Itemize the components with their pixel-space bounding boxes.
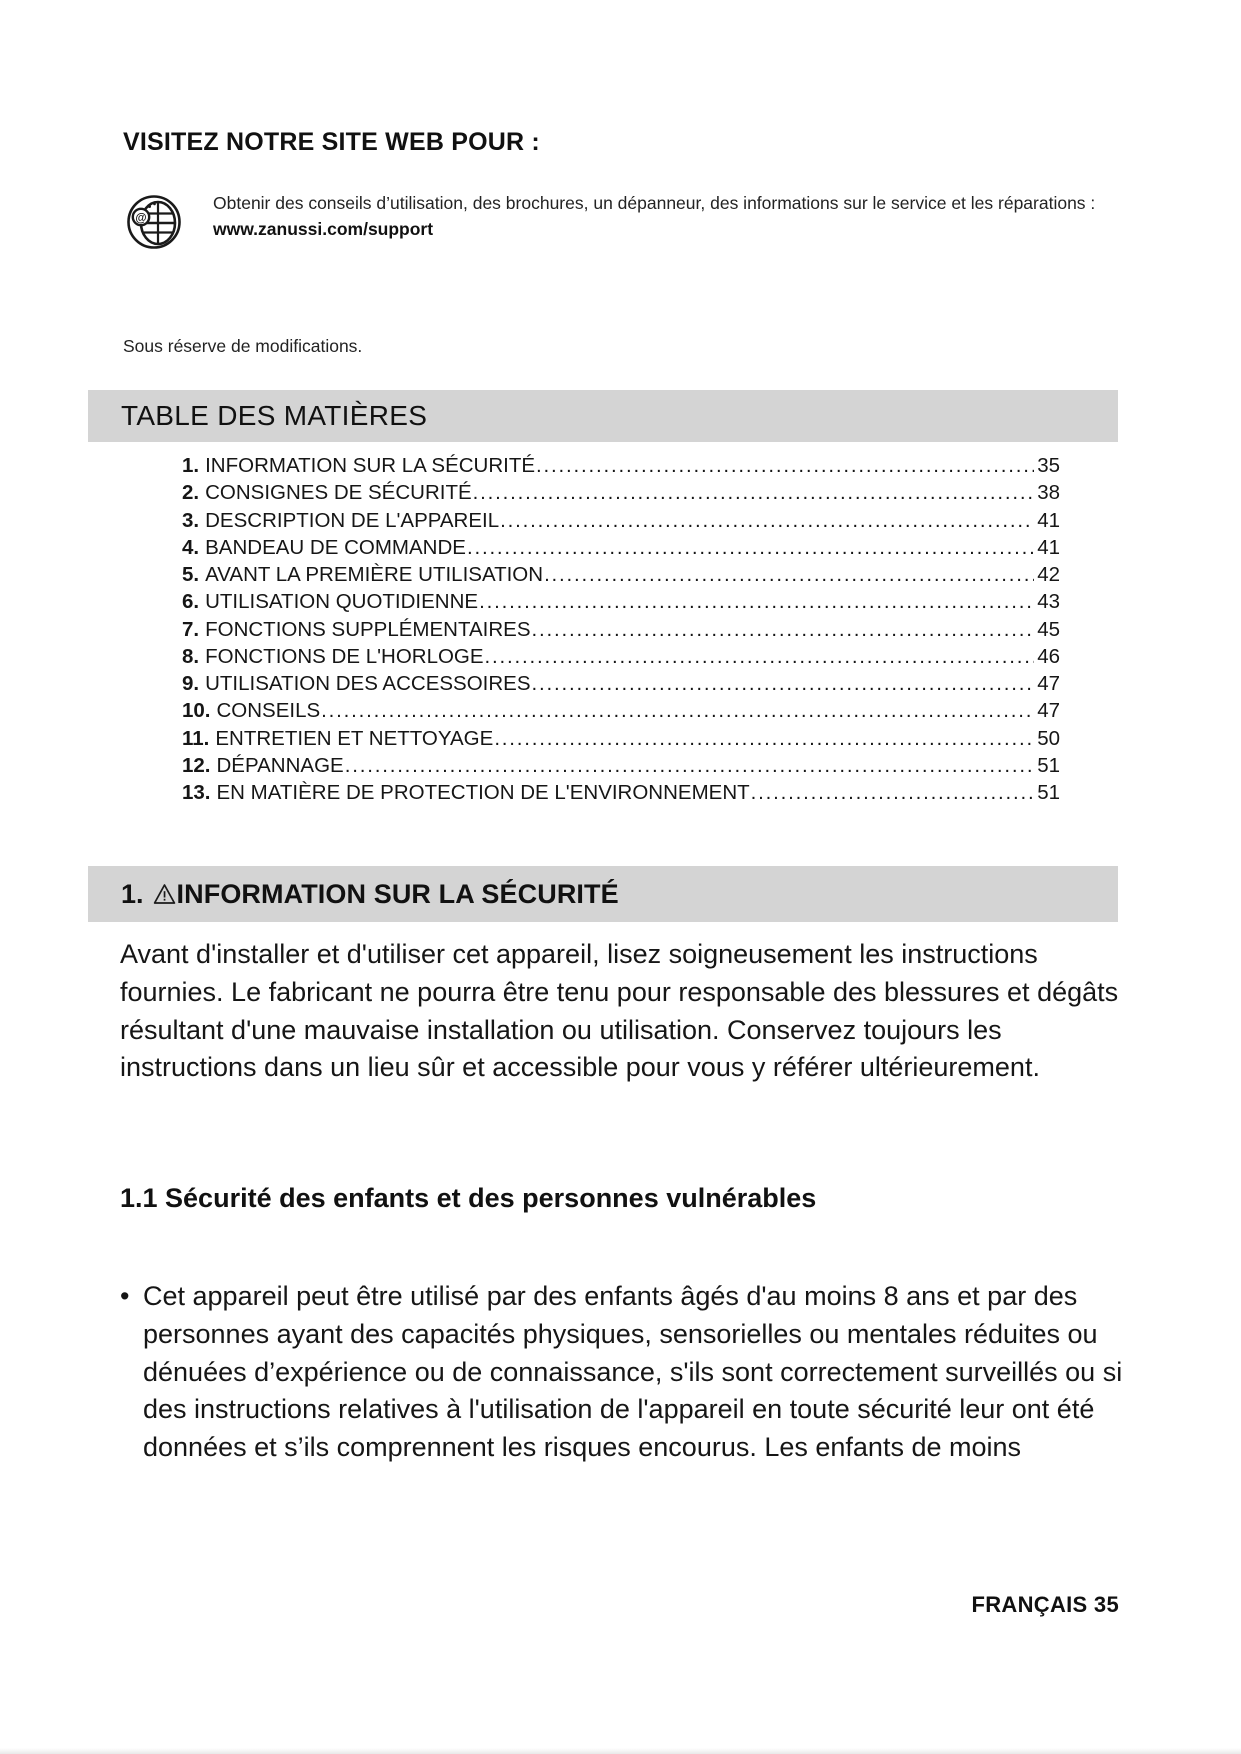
toc-entry[interactable]: 13. EN MATIÈRE DE PROTECTION DE L'ENVIRO… (182, 779, 1060, 806)
warning-triangle-icon (153, 883, 176, 905)
toc-entry-label: DÉPANNAGE (216, 753, 344, 777)
toc-entry-number: 13. (182, 781, 211, 804)
toc-entry-label: INFORMATION SUR LA SÉCURITÉ (205, 454, 536, 477)
toc-entry-page: 47 (1037, 699, 1060, 723)
toc-entry-page: 50 (1037, 726, 1060, 750)
toc-leader-dots: ........................................… (479, 590, 1034, 614)
toc-leader-dots: ........................................… (494, 726, 1035, 750)
promo-text: Obtenir des conseils d’utilisation, des … (213, 189, 1095, 243)
toc-entry-number: 4. (182, 535, 200, 559)
toc-entry-label: DESCRIPTION DE L'APPAREIL (205, 508, 500, 532)
website-promo-block: VISITEZ NOTRE SITE WEB POUR : @ Obtenir (123, 128, 1123, 258)
toc-leader-dots: ........................................… (466, 535, 1034, 559)
toc-heading-label: TABLE DES MATIÈRES (121, 400, 428, 431)
toc-entry[interactable]: 7. FONCTIONS SUPPLÉMENTAIRES ...........… (182, 616, 1060, 643)
toc-entry-number: 7. (182, 617, 200, 641)
section-intro-paragraph: Avant d'installer et d'utiliser cet appa… (120, 939, 1119, 1083)
toc-entry-number: 12. (182, 753, 211, 777)
globe-at-icon: @ (123, 189, 193, 258)
page-bottom-edge (0, 1748, 1241, 1754)
toc-entry-page: 45 (1037, 617, 1060, 641)
toc-entry-page: 47 (1037, 672, 1060, 695)
toc-entry-label: EN MATIÈRE DE PROTECTION DE L'ENVIRONNEM… (216, 781, 750, 804)
toc-leader-dots: ........................................… (500, 508, 1035, 532)
toc-entry-page: 51 (1037, 781, 1060, 804)
toc-entry-page: 51 (1037, 753, 1060, 777)
toc-leader-dots: ........................................… (472, 481, 1035, 505)
toc-leader-dots: ........................................… (544, 563, 1034, 586)
support-website-link[interactable]: www.zanussi.com/support (213, 218, 434, 239)
toc-entry-page: 42 (1037, 563, 1060, 586)
toc-entry-page: 38 (1037, 481, 1060, 505)
promo-paragraph: Obtenir des conseils d’utilisation, des … (213, 193, 1096, 213)
toc-entry-page: 41 (1037, 535, 1060, 559)
toc-entry-label: CONSIGNES DE SÉCURITÉ (205, 481, 472, 505)
toc-leader-dots: ........................................… (344, 753, 1035, 777)
toc-entry-page: 43 (1037, 590, 1060, 614)
toc-entry[interactable]: 11. ENTRETIEN ET NETTOYAGE .............… (182, 725, 1060, 752)
toc-leader-dots: ........................................… (484, 644, 1035, 668)
toc-entry[interactable]: 1. INFORMATION SUR LA SÉCURITÉ .........… (182, 452, 1060, 479)
subsection-title: 1.1 Sécurité des enfants et des personne… (120, 1183, 817, 1213)
toc-entry[interactable]: 8. FONCTIONS DE L'HORLOGE ..............… (182, 643, 1060, 670)
toc-entry-number: 5. (182, 563, 200, 586)
toc-entry-number: 2. (182, 481, 200, 505)
toc-leader-dots: ........................................… (536, 454, 1035, 477)
toc-entry-label: BANDEAU DE COMMANDE (205, 535, 466, 559)
toc-entry-number: 8. (182, 644, 200, 668)
list-item: • Cet appareil peut être utilisé par des… (120, 1278, 1130, 1467)
section-title: INFORMATION SUR LA SÉCURITÉ (176, 878, 619, 909)
bullet-marker: • (120, 1281, 130, 1311)
promo-title: VISITEZ NOTRE SITE WEB POUR : (123, 128, 540, 156)
toc-entry-number: 10. (182, 699, 211, 723)
toc-entry[interactable]: 5. AVANT LA PREMIÈRE UTILISATION .......… (182, 561, 1060, 588)
promo-row: @ Obtenir des conseils d’utilisation, de… (123, 189, 1123, 258)
toc-entry-label: UTILISATION DES ACCESSOIRES (205, 672, 531, 695)
toc-entry[interactable]: 10. CONSEILS ...........................… (182, 697, 1060, 724)
toc-heading-band: TABLE DES MATIÈRES (88, 390, 1118, 442)
toc-entry[interactable]: 3. DESCRIPTION DE L'APPAREIL ...........… (182, 507, 1060, 534)
toc-entry-page: 41 (1037, 508, 1060, 532)
toc-entry[interactable]: 2. CONSIGNES DE SÉCURITÉ ...............… (182, 479, 1060, 506)
list-item-text: Cet appareil peut être utilisé par des e… (143, 1281, 1123, 1463)
toc-entry-label: ENTRETIEN ET NETTOYAGE (215, 726, 494, 750)
toc-entry-number: 6. (182, 590, 200, 614)
toc-entry[interactable]: 9. UTILISATION DES ACCESSOIRES .........… (182, 670, 1060, 697)
toc-entry-label: UTILISATION QUOTIDIENNE (205, 590, 479, 614)
svg-text:@: @ (135, 213, 146, 225)
toc-entry-number: 1. (182, 454, 200, 477)
toc-entry-label: CONSEILS (216, 699, 321, 723)
toc-leader-dots: ........................................… (321, 699, 1035, 723)
toc-leader-dots: ........................................… (750, 781, 1035, 804)
toc-entry-page: 35 (1037, 454, 1060, 477)
section-number: 1. (121, 878, 144, 909)
toc-entry[interactable]: 12. DÉPANNAGE ..........................… (182, 752, 1060, 779)
toc-entry-label: FONCTIONS DE L'HORLOGE (205, 644, 484, 668)
toc-leader-dots: ........................................… (531, 617, 1035, 641)
toc-entry[interactable]: 6. UTILISATION QUOTIDIENNE .............… (182, 588, 1060, 615)
table-of-contents: 1. INFORMATION SUR LA SÉCURITÉ .........… (182, 452, 1060, 806)
toc-entry-number: 9. (182, 672, 200, 695)
bullet-list: • Cet appareil peut être utilisé par des… (120, 1278, 1130, 1467)
toc-leader-dots: ........................................… (531, 672, 1035, 695)
toc-entry-label: FONCTIONS SUPPLÉMENTAIRES (205, 617, 531, 641)
toc-entry-number: 11. (182, 726, 210, 750)
toc-entry[interactable]: 4. BANDEAU DE COMMANDE .................… (182, 534, 1060, 561)
modification-notice: Sous réserve de modifications. (123, 336, 363, 356)
page-footer: FRANÇAIS 35 (971, 1592, 1119, 1617)
toc-entry-page: 46 (1037, 644, 1060, 668)
section-heading-band: 1. INFORMATION SUR LA SÉCURITÉ (88, 866, 1118, 922)
toc-entry-label: AVANT LA PREMIÈRE UTILISATION (205, 563, 544, 586)
toc-entry-number: 3. (182, 508, 200, 532)
